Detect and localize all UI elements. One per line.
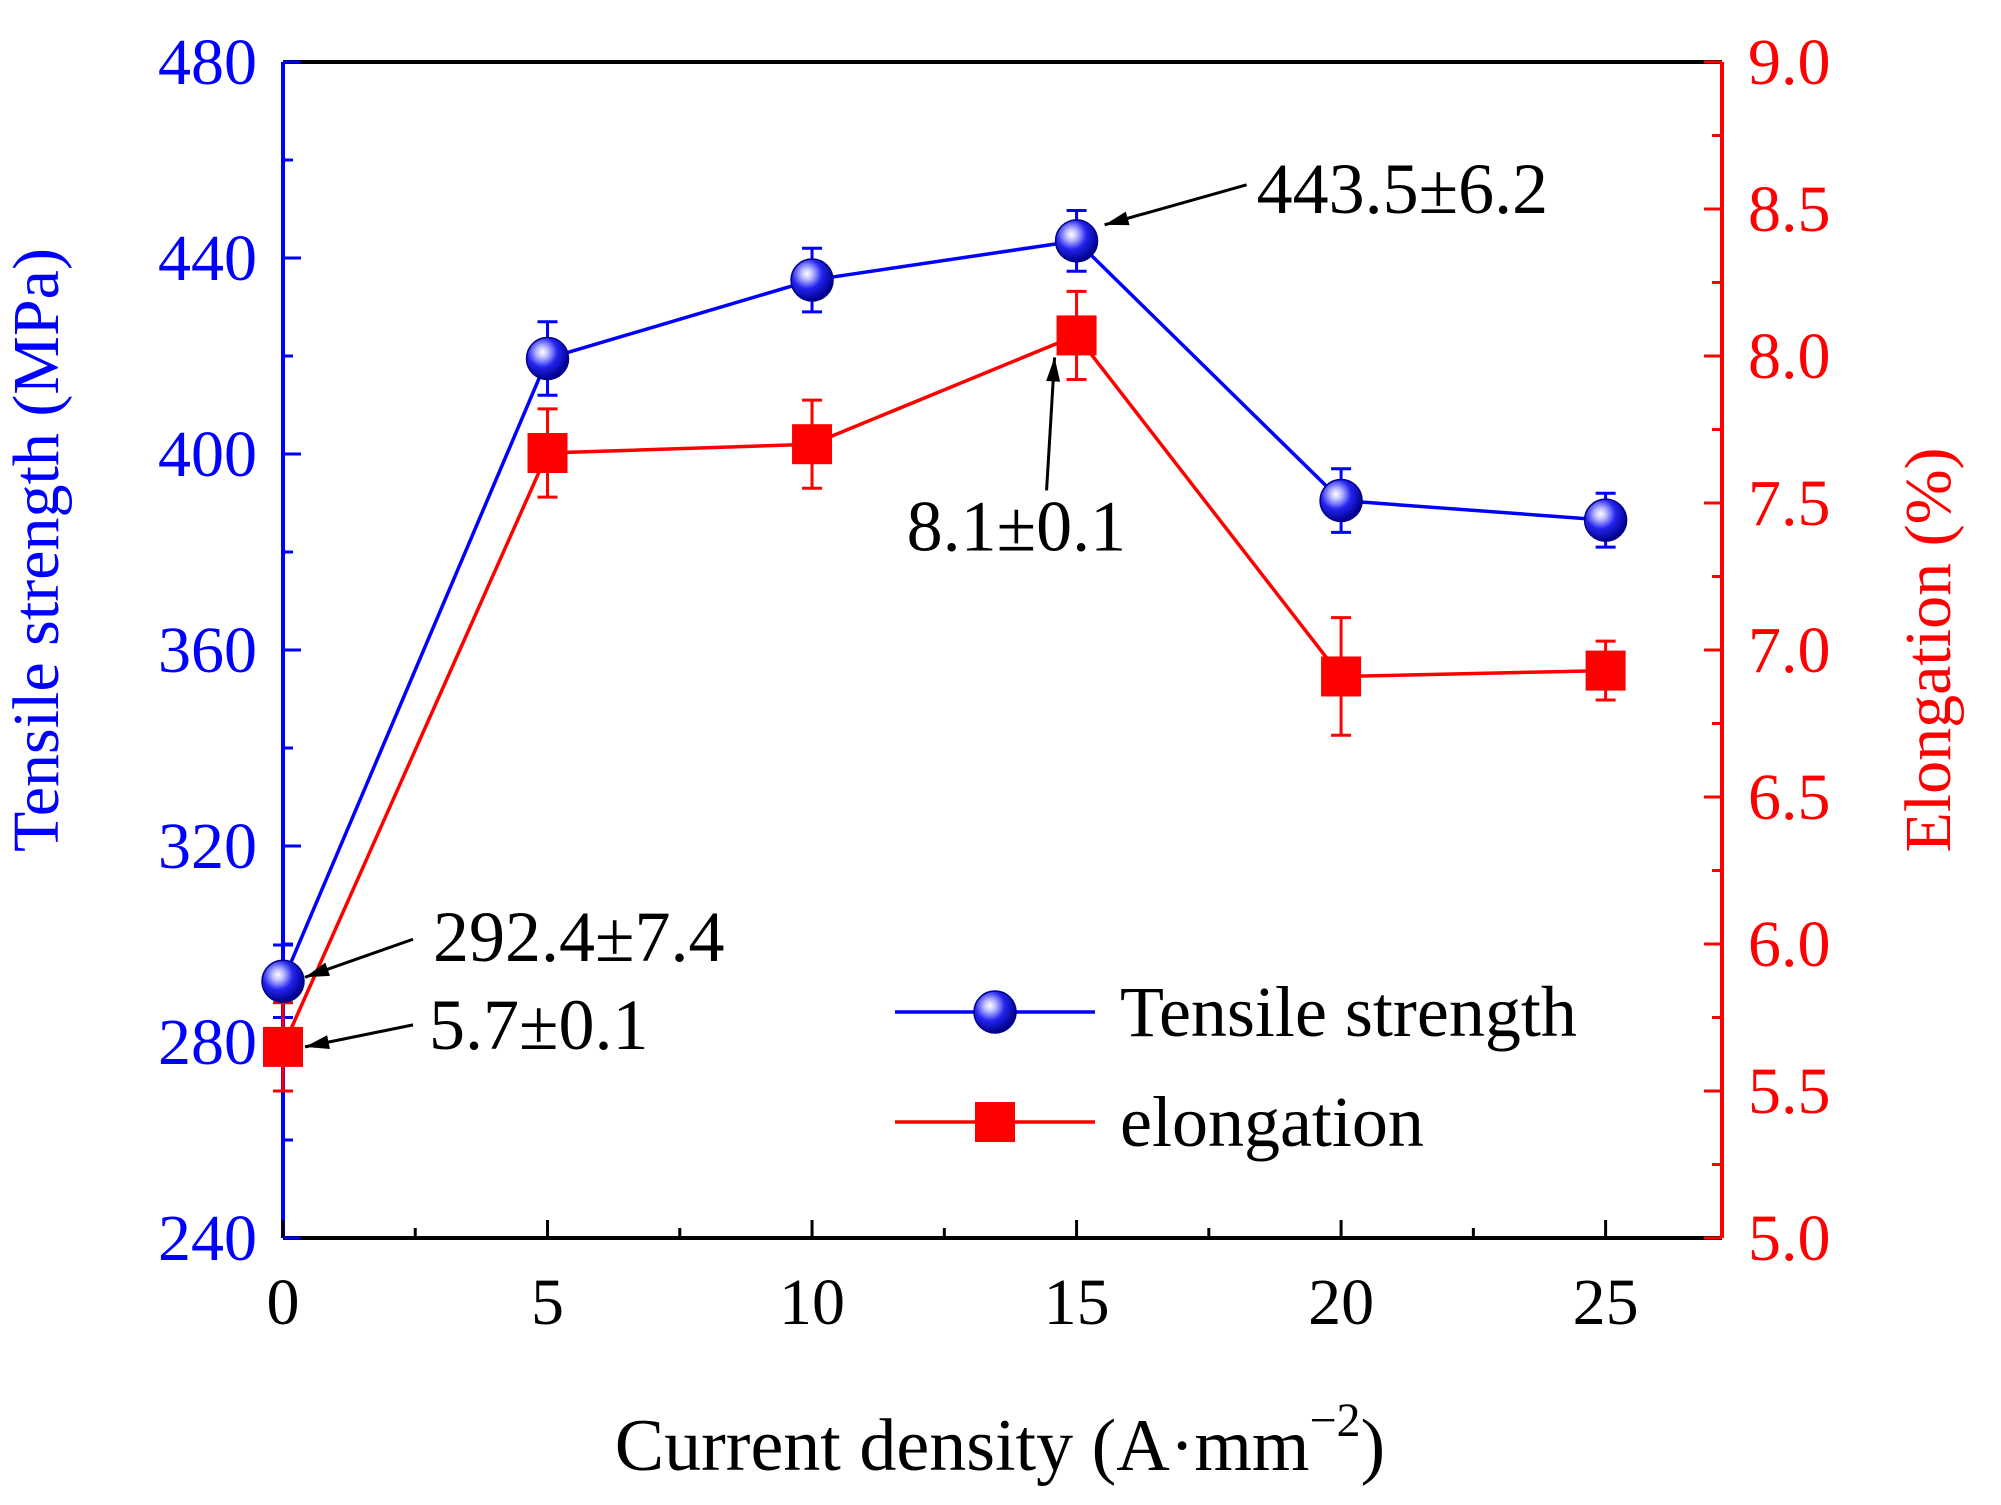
elongation-point xyxy=(263,1026,303,1067)
series-layer xyxy=(261,208,1628,1093)
y-right-tick-label: 7.0 xyxy=(1748,614,1831,687)
annotation-arrow-line xyxy=(1104,183,1247,227)
y-right-tick-label: 5.5 xyxy=(1748,1055,1831,1128)
tensile-strength-point xyxy=(790,258,834,302)
annotation-arrowhead xyxy=(305,962,330,978)
y-right-tick-label: 6.0 xyxy=(1748,908,1831,981)
annotation-label: 8.1±0.1 xyxy=(907,486,1127,566)
y-left-tick-label: 360 xyxy=(158,614,257,687)
axis-titles: Tensile strength (MPa) Elongation (%) Cu… xyxy=(0,248,1965,1487)
x-axis-title-main: Current density (A·mm xyxy=(615,1405,1310,1487)
y-left-tick-label: 280 xyxy=(158,1006,257,1079)
legend-marker-tensile-strength xyxy=(973,990,1017,1034)
legend-label-elongation: elongation xyxy=(1120,1082,1424,1162)
annotation-label: 443.5±6.2 xyxy=(1257,149,1549,229)
annotation-arrowhead xyxy=(305,1035,330,1049)
annotation-arrowhead xyxy=(1046,357,1061,382)
y-left-tick-label: 440 xyxy=(158,222,257,295)
elongation-point xyxy=(1321,656,1362,697)
x-axis-title-exponent: −2 xyxy=(1309,1394,1360,1447)
y-left-tick-label: 400 xyxy=(158,418,257,491)
y-right-tick-label: 9.0 xyxy=(1748,26,1831,99)
y-right-tick-label: 6.5 xyxy=(1748,761,1831,834)
tensile-strength-point xyxy=(1583,498,1628,542)
x-axis-title-close: ) xyxy=(1361,1405,1386,1487)
series-line-0 xyxy=(281,238,1606,982)
series-line-1 xyxy=(281,333,1606,1048)
y-right-axis-title: Elongation (%) xyxy=(1892,447,1965,852)
tensile-strength-point xyxy=(1054,219,1099,263)
y-right-tick-label: 8.0 xyxy=(1748,320,1831,393)
y-left-tick-label: 320 xyxy=(158,810,257,883)
x-axis-title: Current density (A·mm−2) xyxy=(615,1394,1385,1487)
annotation-label: 5.7±0.1 xyxy=(429,985,649,1065)
y-right-tick-label: 7.5 xyxy=(1748,467,1831,540)
y-left-tick-label: 240 xyxy=(158,1202,257,1275)
legend: Tensile strength elongation xyxy=(895,972,1577,1162)
x-tick-label: 15 xyxy=(1044,1266,1110,1339)
annotation-label: 292.4±7.4 xyxy=(433,897,725,977)
y-left-axis-title: Tensile strength (MPa) xyxy=(0,248,73,852)
y-left-tick-label: 480 xyxy=(158,26,257,99)
elongation-point xyxy=(1056,315,1097,356)
x-tick-label: 5 xyxy=(531,1266,564,1339)
axes-layer: 0 5 10 15 20 25 240 280 320 360 400 440 480 5.0 5.5 6.0… xyxy=(158,26,1831,1339)
annotations-layer: 292.4±7.45.7±0.1 443.5±6.2 8.1±0.1 xyxy=(304,149,1549,1065)
annotation-arrowhead xyxy=(1104,211,1130,226)
x-tick-label: 0 xyxy=(267,1266,300,1339)
y-right-tick-label: 5.0 xyxy=(1748,1202,1831,1275)
tensile-strength-point xyxy=(261,959,305,1003)
x-tick-label: 10 xyxy=(779,1266,845,1339)
tensile-strength-point xyxy=(1319,478,1363,523)
elongation-point xyxy=(792,424,833,465)
tensile-strength-point xyxy=(525,336,570,381)
y-right-tick-label: 8.5 xyxy=(1748,173,1831,246)
elongation-point xyxy=(527,433,568,474)
elongation-point xyxy=(1585,650,1626,691)
legend-marker-elongation xyxy=(975,1102,1015,1142)
x-tick-label: 25 xyxy=(1573,1266,1639,1339)
x-tick-label: 20 xyxy=(1308,1266,1374,1339)
legend-label-tensile-strength: Tensile strength xyxy=(1120,972,1577,1052)
